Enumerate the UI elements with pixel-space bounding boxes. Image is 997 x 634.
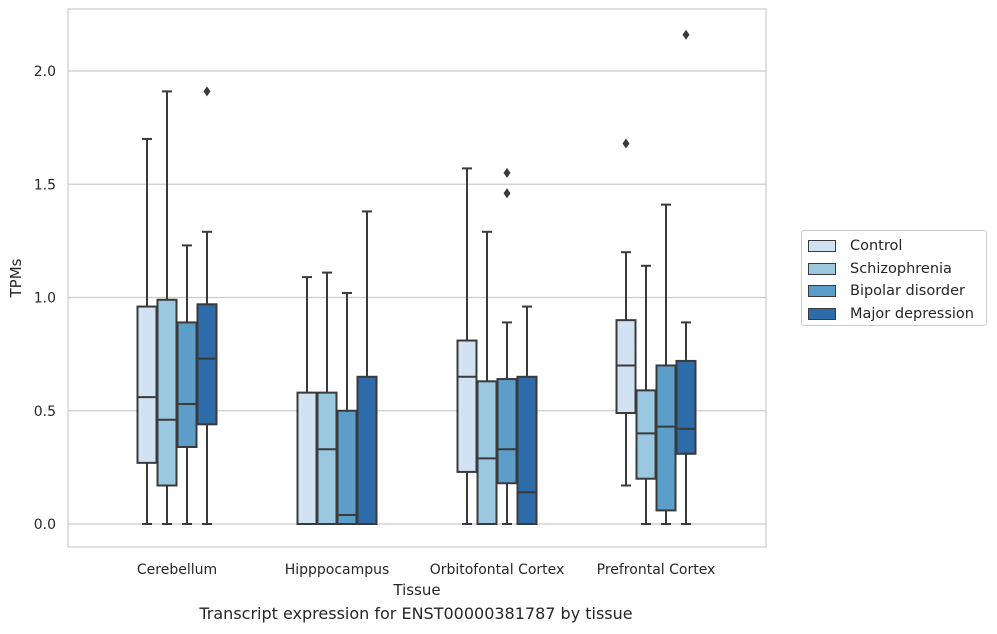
box-control [296, 276, 318, 525]
box-iqr [456, 339, 478, 473]
outlier-marker [682, 29, 690, 40]
y-tick-label: 1.0 [34, 291, 56, 307]
legend-item: Control [808, 235, 986, 258]
legend-item: Major depression [808, 303, 986, 326]
legend-label: Bipolar disorder [850, 283, 965, 300]
box-bipolar-disorder [176, 244, 198, 525]
box-iqr [516, 375, 538, 525]
legend-item: Bipolar disorder [808, 280, 986, 303]
box-iqr [655, 364, 677, 512]
box-iqr [136, 305, 158, 464]
x-tick-labels: Cerebellum Hipppocampus Orbitofontal Corte… [137, 562, 715, 578]
box-control [615, 138, 637, 487]
box-bipolar-disorder [496, 167, 518, 525]
box-iqr [615, 319, 637, 415]
box-iqr [635, 389, 657, 480]
legend-swatch [808, 240, 836, 253]
box-iqr [296, 391, 318, 525]
box-iqr [496, 378, 518, 485]
box-iqr [196, 303, 218, 426]
boxes [136, 29, 697, 525]
plot-frame [67, 8, 767, 548]
box-schizophrenia [635, 264, 657, 525]
y-tick-label: 1.5 [34, 177, 56, 193]
box-schizophrenia [316, 271, 338, 525]
x-tick-label: Hipppocampus [285, 562, 390, 578]
legend-swatch [808, 307, 836, 320]
chart-caption: Transcript expression for ENST0000038178… [199, 604, 633, 623]
box-major-depression [196, 86, 218, 525]
x-axis-label: Tissue [392, 581, 440, 599]
y-tick-label: 0.0 [34, 517, 56, 533]
x-tick-label: Orbitofontal Cortex [430, 562, 565, 578]
x-tick-label: Prefrontal Cortex [597, 562, 716, 578]
outlier-marker [503, 188, 511, 199]
box-control [456, 167, 478, 525]
box-major-depression [675, 29, 697, 525]
legend-swatch [808, 285, 836, 298]
legend-label: Control [850, 238, 903, 255]
box-iqr [176, 321, 198, 448]
box-iqr [356, 375, 378, 525]
y-tick-labels: 0.0 0.5 1.0 1.5 2.0 [34, 64, 56, 533]
box-schizophrenia [476, 230, 498, 525]
legend-swatch [808, 262, 836, 275]
box-bipolar-disorder [336, 291, 358, 525]
box-bipolar-disorder [655, 203, 677, 525]
box-iqr [316, 391, 338, 525]
outlier-marker [622, 138, 630, 149]
legend-label: Major depression [850, 305, 974, 322]
box-iqr [156, 298, 178, 487]
box-major-depression [356, 210, 378, 525]
box-control [136, 137, 158, 525]
legend-item: Schizophrenia [808, 258, 986, 281]
x-tick-label: Cerebellum [137, 562, 217, 578]
legend: Control Schizophrenia Bipolar disorder Majo… [801, 230, 987, 326]
outlier-marker [503, 167, 511, 178]
box-iqr [476, 380, 498, 525]
box-iqr [336, 409, 358, 525]
y-axis-label: TPMs [7, 258, 25, 298]
y-tick-label: 2.0 [34, 64, 56, 80]
legend-label: Schizophrenia [850, 260, 952, 277]
outlier-marker [203, 86, 211, 97]
box-major-depression [516, 305, 538, 525]
y-tick-label: 0.5 [34, 404, 56, 420]
box-iqr [675, 359, 697, 455]
box-schizophrenia [156, 90, 178, 525]
